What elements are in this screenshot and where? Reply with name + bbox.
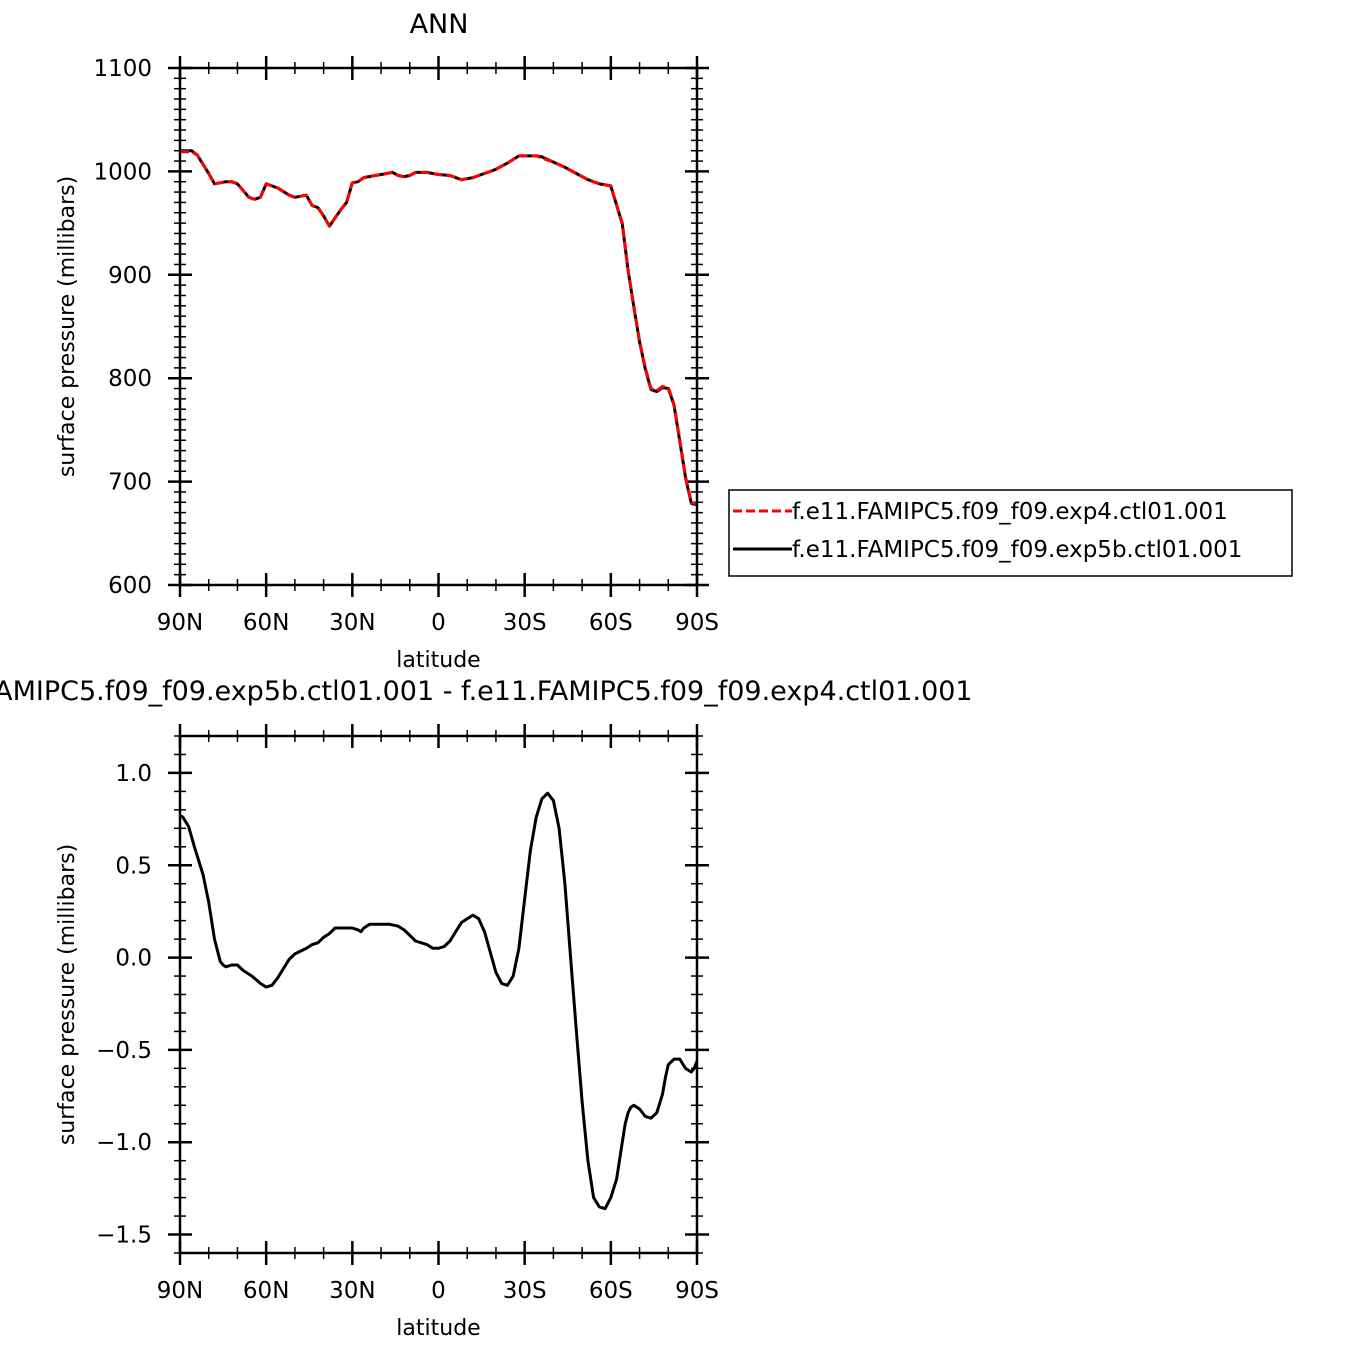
x-tick-label: 30S xyxy=(503,610,547,636)
y-tick-label: 1100 xyxy=(93,56,152,82)
legend-box xyxy=(728,489,1293,577)
y-tick-label: 1000 xyxy=(93,159,152,185)
x-tick-label: 60S xyxy=(589,1278,633,1304)
x-tick-label: 0 xyxy=(431,610,446,636)
legend: f.e11.FAMIPC5.f09_f09.exp4.ctl01.001 f.e… xyxy=(728,489,1293,577)
bottom-panel-y-axis-label: surface pressure (millibars) xyxy=(55,844,80,1145)
x-tick-label: 90N xyxy=(157,1278,203,1304)
legend-label-exp5b: f.e11.FAMIPC5.f09_f09.exp5b.ctl01.001 xyxy=(792,537,1242,563)
series-line-1 xyxy=(180,149,697,506)
x-tick-label: 90N xyxy=(157,610,203,636)
series-line-0 xyxy=(179,791,699,1211)
x-tick-label: 90S xyxy=(675,1278,719,1304)
top-panel-ticks: 90N 60N 30N 0 30S 60S 90S 600 700 800 900 1000 1100 xyxy=(93,56,719,636)
y-tick-label: 700 xyxy=(108,470,152,496)
bottom-panel-frame xyxy=(178,734,699,1255)
top-panel-x-axis-label: latitude xyxy=(396,648,480,673)
bottom-panel-x-axis-label: latitude xyxy=(396,1316,480,1341)
y-tick-label: 1.0 xyxy=(115,761,152,787)
top-panel-title: ANN xyxy=(410,9,469,40)
y-tick-label: −0.5 xyxy=(96,1038,152,1064)
y-tick-label: −1.5 xyxy=(96,1223,152,1249)
y-tick-label: 0.0 xyxy=(115,946,152,972)
x-tick-label: 30S xyxy=(503,1278,547,1304)
x-tick-label: 60N xyxy=(243,610,289,636)
y-tick-label: 600 xyxy=(108,573,152,599)
bottom-panel-title: f.e11.FAMIPC5.f09_f09.exp5b.ctl01.001 - … xyxy=(0,676,973,707)
legend-label-exp4: f.e11.FAMIPC5.f09_f09.exp4.ctl01.001 xyxy=(792,499,1228,525)
top-panel-frame xyxy=(178,66,699,587)
series-line-0 xyxy=(180,150,697,505)
x-tick-label: 30N xyxy=(329,1278,375,1304)
bottom-panel: f.e11.FAMIPC5.f09_f09.exp5b.ctl01.001 - … xyxy=(0,676,973,1341)
y-tick-label: 800 xyxy=(108,366,152,392)
x-tick-label: 0 xyxy=(431,1278,446,1304)
bottom-panel-lines xyxy=(179,791,699,1211)
x-tick-label: 60N xyxy=(243,1278,289,1304)
x-tick-label: 90S xyxy=(675,610,719,636)
top-panel-lines xyxy=(180,149,697,506)
x-tick-label: 30N xyxy=(329,610,375,636)
top-panel-y-axis-label: surface pressure (millibars) xyxy=(55,176,80,477)
bottom-panel-ticks: 90N 60N 30N 0 30S 60S 90S −1.5 −1.0 −0.5 0.0 0.5 1.0 xyxy=(96,724,719,1304)
top-panel: ANN latitude surface pressure (millibars… xyxy=(55,9,719,673)
y-tick-label: 900 xyxy=(108,263,152,289)
y-tick-label: 0.5 xyxy=(115,853,152,879)
x-tick-label: 60S xyxy=(589,610,633,636)
y-tick-label: −1.0 xyxy=(96,1130,152,1156)
